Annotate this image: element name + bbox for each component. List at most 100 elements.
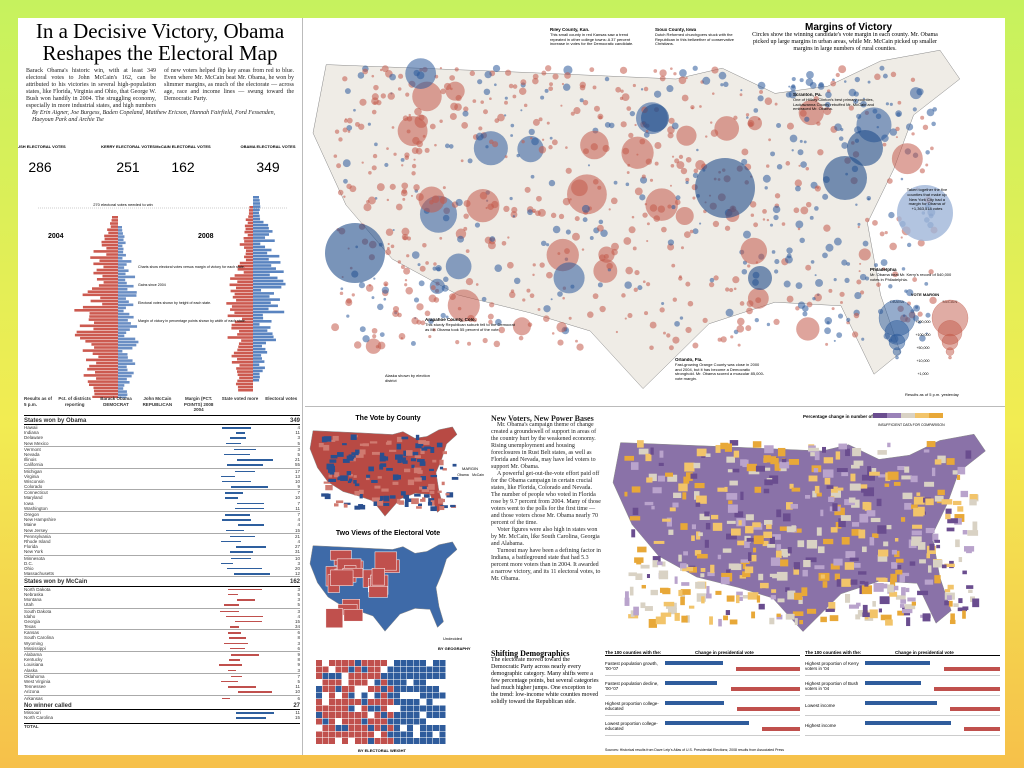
margin-bar xyxy=(233,448,257,451)
county-circle xyxy=(620,89,624,93)
ev-cell xyxy=(361,718,368,725)
county-cell xyxy=(828,496,835,502)
county-circle xyxy=(839,291,845,297)
county-circle xyxy=(762,208,767,214)
row-graphic xyxy=(79,479,286,484)
section-total: 27 xyxy=(293,702,300,709)
legend-label: Obama xyxy=(457,473,469,477)
county-cell xyxy=(857,610,864,617)
county-circle xyxy=(532,73,539,80)
county-cell xyxy=(968,589,973,593)
ev-cell xyxy=(426,738,433,744)
row-graphic xyxy=(79,592,286,597)
county-circle xyxy=(670,163,675,168)
county-circle xyxy=(791,149,794,152)
electoral-votes: 5 xyxy=(297,678,300,684)
table-row: New Jersey 15 xyxy=(24,528,300,534)
state-bar xyxy=(90,299,118,303)
county-circle xyxy=(822,252,828,259)
county-cell xyxy=(766,524,772,530)
county-cell xyxy=(772,534,781,540)
table-row: Idaho 4 xyxy=(24,614,300,619)
ev-cell xyxy=(329,738,335,744)
county-cell xyxy=(899,572,910,577)
state-bar xyxy=(87,380,118,383)
county-cell xyxy=(368,466,374,472)
county-circle xyxy=(730,335,734,339)
ev-cell xyxy=(342,660,348,666)
ev-cell xyxy=(342,718,348,725)
state-bar xyxy=(253,310,285,314)
state-bar xyxy=(253,347,266,351)
county-cell xyxy=(389,449,397,452)
ev-cell xyxy=(322,718,329,725)
county-cell xyxy=(932,533,939,542)
table-row: Colorado 9 xyxy=(24,484,300,491)
county-circle xyxy=(880,259,888,267)
county-circle xyxy=(739,93,743,97)
ev-cell xyxy=(381,679,387,686)
margin-bar xyxy=(234,573,270,575)
row-graphic xyxy=(79,630,286,635)
county-cell xyxy=(354,505,361,510)
county-circle xyxy=(548,86,554,92)
county-circle xyxy=(802,311,808,317)
county-cell xyxy=(853,562,861,568)
state-bar xyxy=(94,392,118,396)
county-circle xyxy=(890,71,897,78)
county-cell xyxy=(911,530,922,536)
county-circle xyxy=(400,264,405,270)
county-cell xyxy=(752,547,757,553)
county-cell xyxy=(744,541,750,548)
county-circle xyxy=(919,168,925,174)
county-circle xyxy=(774,102,778,106)
county-circle xyxy=(563,83,571,91)
state-bar xyxy=(229,283,253,287)
county-circle xyxy=(629,110,636,117)
county-circle xyxy=(800,161,807,168)
county-circle xyxy=(884,231,888,235)
table-row: California 55 xyxy=(24,462,300,469)
state-name: Texas xyxy=(24,624,36,630)
county-cell xyxy=(371,479,378,483)
state-bar xyxy=(96,268,118,272)
electoral-votes: 12 xyxy=(294,571,300,577)
county-circle xyxy=(900,177,904,181)
state-bar xyxy=(96,361,118,365)
annotation: Scranton, Pa.One of Hillary Clinton's be… xyxy=(793,93,883,112)
county-cell xyxy=(862,604,868,613)
ev-cell xyxy=(355,712,361,718)
county-circle xyxy=(389,183,396,190)
state-name: Georgia xyxy=(24,618,41,624)
county-circle xyxy=(336,163,342,169)
county-circle xyxy=(615,330,618,334)
county-cell xyxy=(966,585,974,589)
row-graphic xyxy=(79,635,286,640)
county-cell xyxy=(814,451,820,461)
electoral-votes: 55 xyxy=(294,462,300,468)
city-circle xyxy=(325,223,385,283)
state-name: D.C. xyxy=(24,560,33,566)
ev-cell xyxy=(316,692,322,699)
county-circle xyxy=(387,92,395,100)
county-cell xyxy=(823,538,834,545)
ev-cell xyxy=(387,738,394,744)
county-cell xyxy=(945,508,952,514)
state-bar xyxy=(118,340,139,344)
county-circle xyxy=(644,203,648,206)
county-cell xyxy=(430,500,435,506)
county-circle xyxy=(654,161,659,166)
county-cell xyxy=(851,529,861,536)
county-circle xyxy=(590,143,598,151)
state-bar xyxy=(96,377,118,380)
margin-bar xyxy=(231,675,243,678)
state-bar xyxy=(82,349,118,352)
state-bar xyxy=(118,266,125,269)
county-cell xyxy=(683,551,688,556)
county-circle xyxy=(685,326,692,334)
county-circle xyxy=(343,195,346,198)
county-circle xyxy=(552,73,559,80)
state-bar xyxy=(74,309,118,312)
county-circle xyxy=(661,226,667,233)
state-name: Idaho xyxy=(24,613,36,619)
